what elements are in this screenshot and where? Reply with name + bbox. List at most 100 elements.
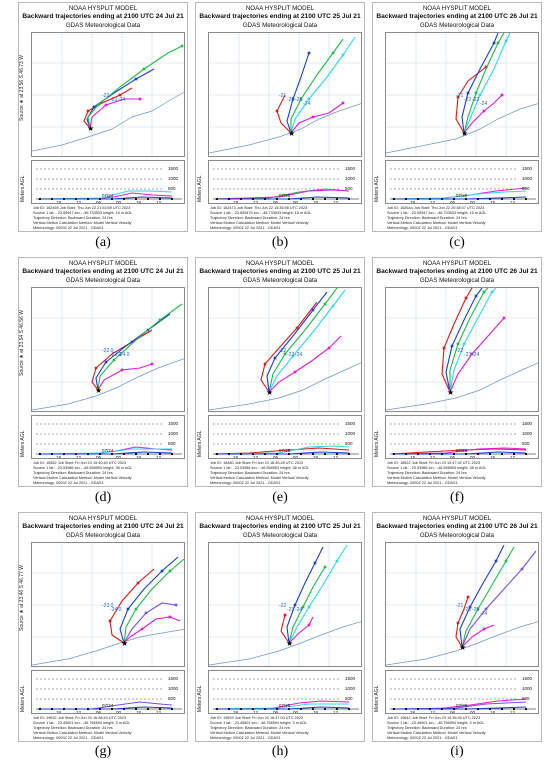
time-tick-label: 00: [293, 455, 299, 459]
trajectory-panel: NOAA HYSPLIT MODEL Backward trajectories …: [372, 257, 542, 487]
time-marker: [300, 198, 302, 200]
run-info-line: Source 1 lat.: -23.53986 lon.: -46.55859…: [210, 466, 310, 470]
trajectory-marker: [311, 308, 315, 312]
altitude-profile: 1500 1000 500 18 12 06 00 18 12 07/25: [208, 415, 362, 459]
trajectory-panel: NOAA HYSPLIT MODEL Backward trajectories …: [195, 2, 365, 232]
time-tick-label: 06: [273, 710, 279, 714]
source-star-icon: ★: [461, 129, 468, 138]
meteorological-data-label: GDAS Meteorological Data: [419, 22, 495, 29]
altitude-level-label: 500: [168, 441, 176, 446]
altitude-svg: [213, 168, 359, 200]
meters-agl-label: Meters AGL: [20, 685, 26, 712]
trajectory-panel: NOAA HYSPLIT MODEL Backward trajectories …: [195, 512, 365, 742]
time-marker: [453, 198, 455, 200]
time-marker: [525, 198, 527, 200]
map-svg: ★: [32, 33, 184, 156]
coastline: [209, 621, 361, 666]
time-marker: [264, 708, 266, 710]
trajectory-marker: [174, 603, 178, 607]
time-marker: [312, 198, 314, 200]
time-marker: [429, 453, 431, 455]
time-marker: [348, 708, 350, 710]
source-star-icon: ★: [288, 129, 295, 138]
trajectory-line: [288, 544, 348, 644]
trajectory-map: ★ -22 -23 -24: [208, 542, 362, 667]
panel-caption: (g): [94, 744, 112, 759]
meteorological-data-label: GDAS Meteorological Data: [419, 277, 495, 284]
time-tick-label: 06: [450, 710, 456, 714]
panel-title: Backward trajectories ending at 2100 UTC…: [22, 523, 184, 530]
latitude-label: -24: [303, 101, 311, 107]
map-svg: ★: [32, 543, 184, 666]
altitude-level-label: 1000: [345, 431, 356, 436]
trajectory-line: [459, 544, 505, 648]
trajectory-line: [463, 33, 511, 134]
panel-caption: (i): [450, 744, 464, 759]
time-tick-label: 12: [253, 455, 259, 459]
time-marker: [252, 453, 254, 455]
map-svg: ★: [209, 33, 361, 156]
trajectory-line: [268, 288, 338, 393]
trajectory-marker: [150, 362, 154, 366]
time-tick-label: 12: [430, 200, 436, 204]
run-info-line: Meteorology: 0000Z 22 Jul 2021 - GDAS1: [387, 226, 458, 230]
time-tick-label: 18: [136, 710, 142, 714]
time-marker: [135, 453, 137, 455]
time-marker: [312, 453, 314, 455]
run-info-line: Job ID: 162644 Job Start: Thu Jun 22 20:…: [387, 206, 485, 210]
trajectory-marker: [283, 352, 287, 356]
trajectory-marker: [496, 41, 500, 45]
time-tick-label: 18: [490, 455, 496, 459]
panel-title: Backward trajectories ending at 2100 UTC…: [199, 13, 361, 20]
trajectory-panel: NOAA HYSPLIT MODEL Backward trajectories …: [18, 512, 188, 742]
time-marker: [99, 198, 101, 200]
trajectory-marker: [140, 627, 144, 631]
time-marker: [288, 453, 290, 455]
time-marker: [276, 453, 278, 455]
time-marker: [312, 708, 314, 710]
time-marker: [393, 198, 395, 200]
source-star-icon: ★: [121, 639, 128, 648]
time-marker: [63, 453, 65, 455]
run-info-line: Meteorology: 0000Z 22 Jul 2021 - GDAS1: [210, 736, 281, 740]
panel-caption: (d): [94, 490, 112, 505]
latitude-label: -22.0: [102, 348, 114, 354]
latitude-label: -22: [464, 607, 472, 613]
time-marker: [147, 708, 149, 710]
time-marker: [63, 708, 65, 710]
time-tick-label: 18: [136, 200, 142, 204]
time-marker: [324, 198, 326, 200]
time-marker: [300, 453, 302, 455]
run-info-line: Trajectory Direction: Backward Duration:…: [210, 471, 290, 475]
trajectory-map: ★ -21 -22 -23 -24: [385, 32, 539, 157]
time-tick-label: 00: [293, 200, 299, 204]
trajectory-line: [461, 550, 537, 648]
coastline: [32, 358, 184, 411]
latitude-label: -24.0: [118, 352, 130, 358]
time-tick-label: 12: [253, 200, 259, 204]
trajectory-marker: [291, 97, 295, 101]
time-tick-label: 18: [410, 200, 416, 204]
time-marker: [477, 708, 479, 710]
trajectory-marker: [331, 51, 335, 55]
trajectory-marker: [291, 354, 295, 358]
time-marker: [417, 453, 419, 455]
model-title: NOAA HYSPLIT MODEL: [245, 5, 315, 12]
model-title: NOAA HYSPLIT MODEL: [245, 515, 315, 522]
time-tick-label: 12: [76, 710, 82, 714]
run-info-line: Meteorology: 0000Z 22 Jul 2021 - GDAS1: [33, 481, 104, 485]
trajectory-marker: [492, 41, 496, 45]
latitude-label: -22: [456, 348, 464, 354]
time-marker: [429, 708, 431, 710]
time-marker: [87, 708, 89, 710]
trajectory-marker: [323, 565, 327, 569]
trajectory-line: [97, 363, 153, 391]
time-marker: [87, 198, 89, 200]
altitude-level-label: 1500: [345, 421, 356, 426]
altitude-svg: [390, 423, 536, 455]
trajectory-marker: [466, 595, 470, 599]
model-title: NOAA HYSPLIT MODEL: [68, 515, 138, 522]
altitude-line: [391, 448, 527, 455]
trajectory-marker: [120, 368, 124, 372]
run-info-line: Vertical Motion Calculation Method: Mode…: [210, 731, 309, 735]
